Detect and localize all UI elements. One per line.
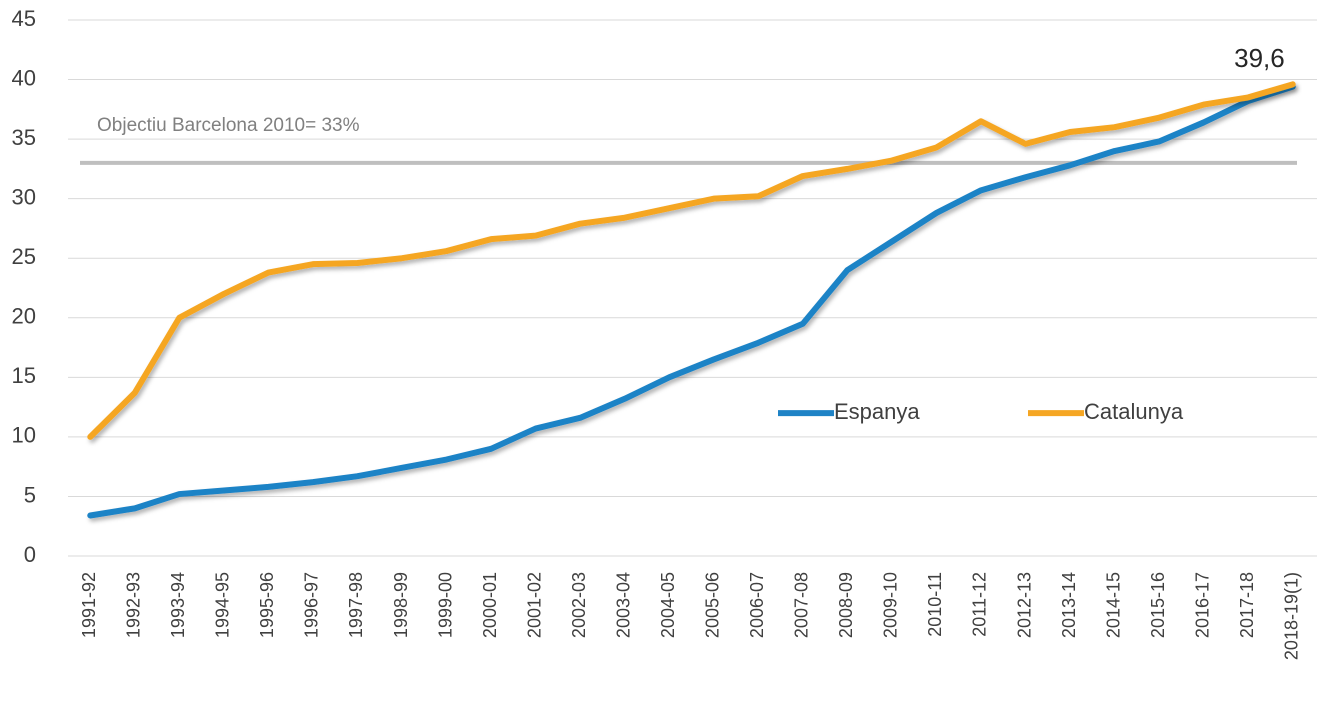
x-tick-label: 2001-02 — [524, 572, 544, 638]
x-tick-label: 1992-93 — [124, 572, 144, 638]
x-tick-label: 2017-18 — [1237, 572, 1257, 638]
x-tick-label: 1998-99 — [391, 572, 411, 638]
x-tick-label: 2009-10 — [881, 572, 901, 638]
x-tick-label: 1994-95 — [213, 572, 233, 638]
x-tick-label: 2016-17 — [1192, 572, 1212, 638]
y-tick-label: 35 — [12, 125, 36, 150]
x-tick-label: 1993-94 — [168, 572, 188, 638]
x-tick-label: 2007-08 — [792, 572, 812, 638]
legend-label: Espanya — [834, 399, 920, 424]
y-tick-label: 25 — [12, 244, 36, 269]
x-tick-label: 2002-03 — [569, 572, 589, 638]
reference-label: Objectiu Barcelona 2010= 33% — [97, 115, 360, 136]
x-tick-label: 1995-96 — [257, 572, 277, 638]
x-tick-label: 2004-05 — [658, 572, 678, 638]
x-tick-label: 2013-14 — [1059, 572, 1079, 638]
x-tick-label: 1997-98 — [346, 572, 366, 638]
x-tick-label: 2010-11 — [925, 572, 945, 637]
legend-label: Catalunya — [1084, 399, 1184, 424]
x-tick-label: 1991-92 — [79, 572, 99, 638]
x-tick-label: 2006-07 — [747, 572, 767, 638]
x-tick-label: 1996-97 — [302, 572, 322, 638]
x-tick-label: 2014-15 — [1103, 572, 1123, 638]
y-tick-label: 10 — [12, 423, 36, 448]
y-tick-label: 15 — [12, 363, 36, 388]
x-tick-label: 2018-19(1) — [1281, 572, 1301, 660]
x-tick-label: 2008-09 — [836, 572, 856, 638]
y-tick-label: 30 — [12, 184, 36, 209]
data-label: 39,6 — [1234, 43, 1285, 73]
series-line — [87, 81, 1296, 440]
x-tick-label: 2011-12 — [970, 572, 990, 637]
x-tick-label: 2005-06 — [703, 572, 723, 638]
x-tick-label: 2003-04 — [613, 572, 633, 638]
x-tick-label: 2012-13 — [1014, 572, 1034, 638]
x-tick-label: 2000-01 — [480, 572, 500, 638]
series-line — [87, 83, 1296, 519]
y-tick-label: 40 — [12, 65, 36, 90]
y-tick-label: 45 — [12, 6, 36, 31]
x-tick-label: 1999-00 — [435, 572, 455, 638]
y-tick-label: 20 — [12, 304, 36, 329]
y-tick-label: 5 — [24, 482, 36, 507]
x-tick-label: 2015-16 — [1148, 572, 1168, 638]
y-tick-label: 0 — [24, 542, 36, 567]
